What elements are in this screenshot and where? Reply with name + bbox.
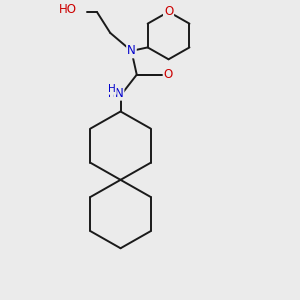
Text: O: O [164,68,173,81]
Text: N: N [115,87,124,100]
Text: N: N [127,44,136,57]
Text: HO: HO [59,3,77,16]
Text: H: H [108,84,116,94]
Text: H: H [108,89,116,99]
Text: O: O [164,5,173,18]
